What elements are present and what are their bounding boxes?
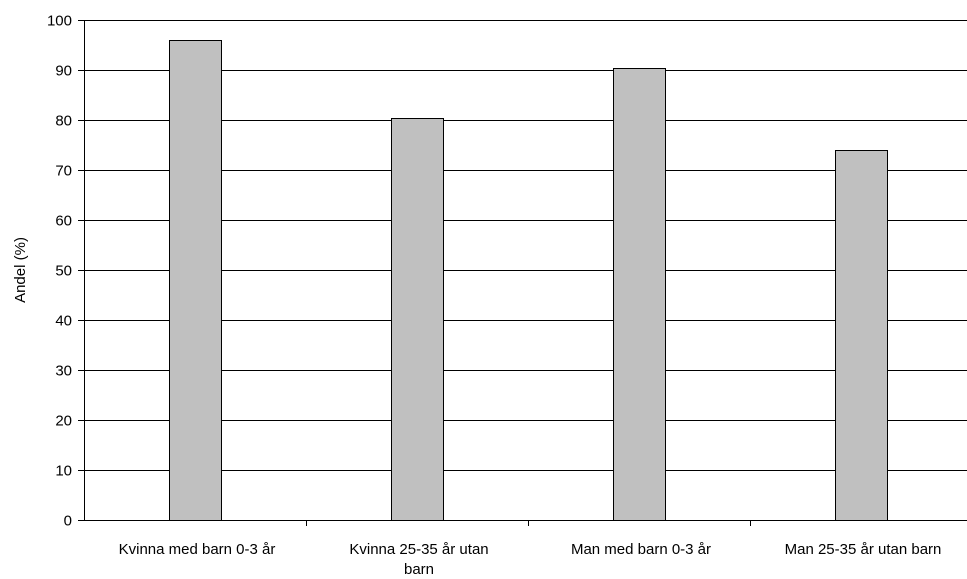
y-tick-label: 50 bbox=[55, 263, 72, 280]
y-axis-title: Andel (%) bbox=[12, 237, 29, 303]
x-category-label: Man med barn 0-3 år bbox=[571, 541, 711, 558]
y-tick-label: 100 bbox=[47, 13, 72, 30]
y-tick-label: 90 bbox=[55, 63, 72, 80]
y-tick-label: 70 bbox=[55, 163, 72, 180]
bar bbox=[836, 151, 888, 521]
y-tick-label: 80 bbox=[55, 113, 72, 130]
y-tick-label: 60 bbox=[55, 213, 72, 230]
x-category-labels: Kvinna med barn 0-3 år Kvinna 25-35 år ut… bbox=[119, 541, 942, 578]
y-tick-label: 10 bbox=[55, 463, 72, 480]
bar bbox=[614, 69, 666, 521]
bar bbox=[392, 119, 444, 521]
x-category-label: Kvinna med barn 0-3 år bbox=[119, 541, 276, 558]
y-tick-label: 20 bbox=[55, 413, 72, 430]
x-category-label: Kvinna 25-35 år utan barn bbox=[349, 541, 488, 578]
bars bbox=[170, 41, 888, 521]
y-tick-label: 30 bbox=[55, 363, 72, 380]
y-tick-label: 40 bbox=[55, 313, 72, 330]
x-category-label: Man 25-35 år utan barn bbox=[785, 541, 942, 558]
bar bbox=[170, 41, 222, 521]
y-tick-label: 0 bbox=[64, 513, 72, 530]
y-tick-labels: 0 10 20 30 40 50 60 70 80 90 100 bbox=[47, 13, 72, 530]
